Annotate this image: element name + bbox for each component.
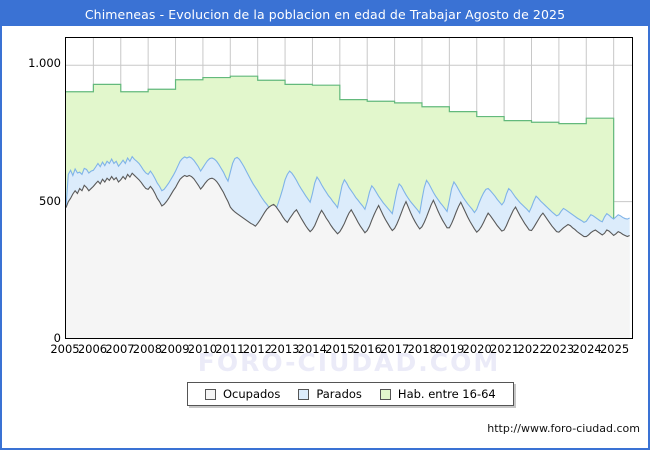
legend-label: Ocupados [223,387,281,401]
x-axis-tick-label: 2021 [490,342,520,356]
footer-url: http://www.foro-ciudad.com [487,422,640,435]
x-axis-tick-label: 2019 [435,342,465,356]
x-axis-tick-label: 2023 [544,342,575,356]
legend-label: Parados [316,387,362,401]
legend-item[interactable]: Ocupados [205,387,280,401]
plot-area [65,37,633,339]
x-axis-tick-label: 2016 [352,342,382,356]
x-axis-labels: 2005 2006 2007 2008 2009 2010 2011 2012 2013 2014… [50,342,633,358]
chart-canvas: 0 500 1.000 2005 2006 2007 2008 2009 2010 2011 20… [2,26,648,448]
x-axis-tick-label: 2006 [77,342,108,356]
y-axis-tick-label: 0 [53,331,61,345]
legend-item[interactable]: Parados [298,387,362,401]
window-title-bar: Chimeneas - Evolucion de la poblacion en… [2,2,648,26]
x-axis-tick-label: 2020 [462,342,492,356]
x-axis-tick-label: 2007 [105,342,135,356]
legend-item[interactable]: Hab. entre 16-64 [379,387,496,401]
x-axis-tick-label: 2012 [242,342,272,356]
chart-legend: Ocupados Parados Hab. entre 16-64 [187,382,514,406]
x-axis-tick-label: 2017 [380,342,410,356]
x-axis-tick-label: 2008 [132,342,163,356]
x-axis-tick-label: 2018 [407,342,437,356]
x-axis-tick-label: 2014 [297,342,327,356]
y-axis-tick-label: 500 [39,193,61,208]
legend-swatch-icon [379,388,391,400]
x-axis-tick-label: 2015 [325,342,355,356]
x-axis-tick-label: 2022 [517,342,547,356]
series-line-parados [66,155,630,223]
y-axis-tick-label: 1.000 [28,56,61,71]
x-axis-tick-label: 2013 [270,342,300,356]
series-line-habitantes [66,75,615,338]
x-axis-tick-label: 2010 [187,342,218,356]
chart-svg [66,38,632,338]
page-title: Chimeneas - Evolucion de la poblacion en… [84,6,566,22]
y-axis-labels: 0 500 1.000 [2,37,61,344]
series-line-ocupados [66,172,630,238]
legend-swatch-icon [298,388,310,400]
x-axis-tick-label: 2024 [572,342,602,356]
x-axis-tick-label: 2009 [160,342,190,356]
x-axis-tick-label: 2005 [50,342,80,356]
legend-swatch-icon [205,388,216,400]
legend-label: Hab. entre 16-64 [397,387,496,401]
x-axis-tick-label: 2025 [599,342,630,356]
x-axis-tick-label: 2011 [215,342,245,356]
